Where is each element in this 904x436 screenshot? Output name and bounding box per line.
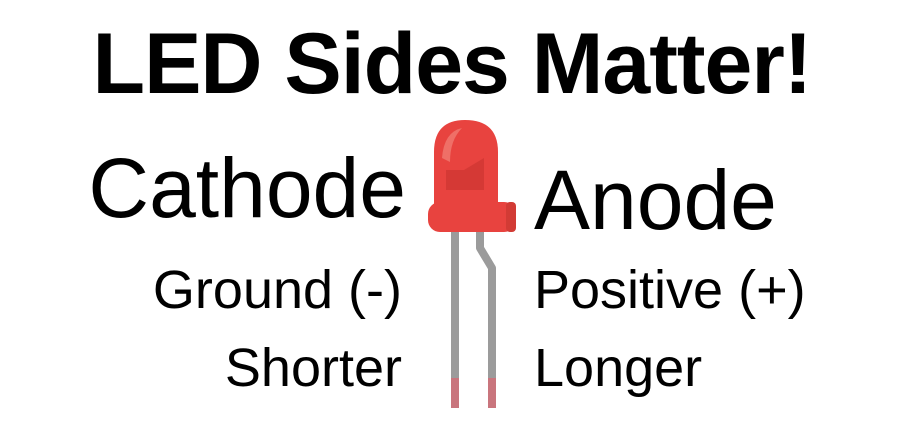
led-anvil bbox=[446, 170, 484, 190]
cathode-polarity: Ground (-) bbox=[152, 260, 402, 320]
cathode-label: Cathode bbox=[88, 141, 406, 235]
led-legs bbox=[451, 228, 496, 408]
anode-leg bbox=[476, 228, 496, 378]
anode-leg-tip bbox=[488, 378, 496, 408]
cathode-leg bbox=[451, 228, 459, 378]
led-post bbox=[464, 158, 484, 170]
red-led-icon bbox=[428, 120, 516, 408]
page-title: LED Sides Matter! bbox=[92, 16, 813, 112]
anode-label: Anode bbox=[534, 153, 777, 247]
anode-polarity: Positive (+) bbox=[534, 260, 806, 320]
anode-leg-length: Longer bbox=[534, 338, 703, 398]
led-highlight bbox=[442, 128, 462, 162]
led-body bbox=[428, 120, 516, 232]
cathode-leg-tip bbox=[451, 378, 459, 408]
led-flat-edge bbox=[506, 202, 516, 232]
cathode-leg-length: Shorter bbox=[224, 338, 402, 398]
